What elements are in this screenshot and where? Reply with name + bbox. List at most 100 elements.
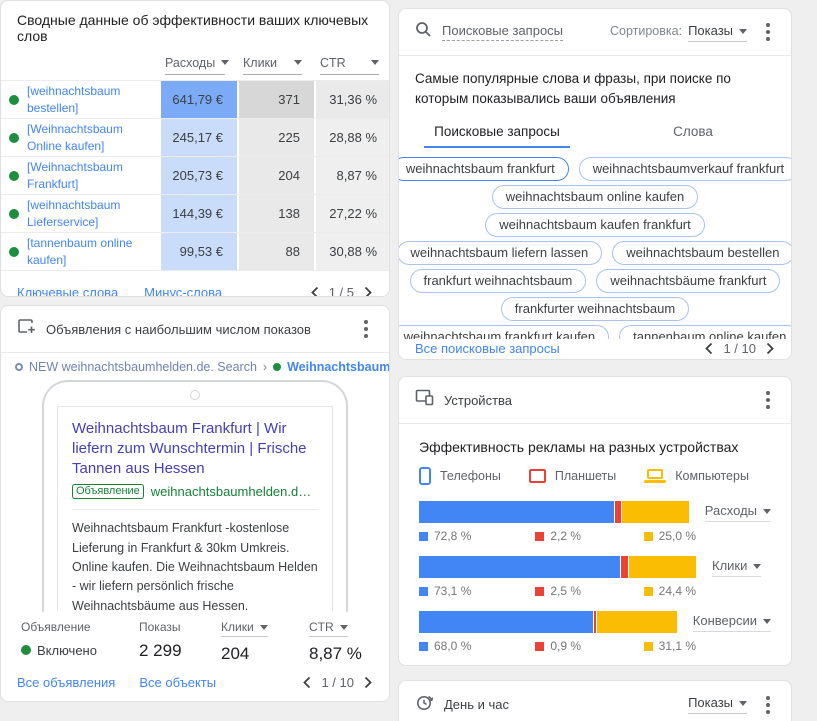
keyword-link[interactable]: [Weihnachtsbaum Frankfurt] (27, 159, 159, 191)
stat-label-clicks-dropdown[interactable]: Клики (221, 620, 268, 637)
bar-value: 25,0 % (659, 529, 696, 543)
keywords-pagination: 1 / 5 (310, 285, 373, 297)
ad-stats-row: Объявление Включено Показы 2 299 Клики 2… (1, 612, 389, 664)
tab-search-terms[interactable]: Поисковые запросы (399, 118, 595, 148)
clicks-cell: 371 (237, 81, 314, 118)
search-terms-card: Поисковые запросы Сортировка: Показы Сам… (398, 8, 792, 360)
search-term-chip[interactable]: weihnachtsbaum frankfurt kaufen (399, 325, 609, 339)
keyword-link[interactable]: [weihnachtsbaum bestellen] (27, 83, 159, 115)
tablet-icon (529, 469, 546, 483)
all-search-terms-link[interactable]: Все поисковые запросы (415, 341, 560, 356)
search-icon (415, 21, 432, 43)
prev-page-icon[interactable] (704, 342, 713, 355)
status-enabled-icon (9, 209, 19, 219)
stat-label-ad: Объявление (21, 620, 139, 634)
metric-dropdown[interactable]: Показы (688, 695, 747, 714)
search-term-chip[interactable]: weihnachtsbaumverkauf frankfurt (579, 157, 791, 181)
search-term-chip[interactable]: weihnachtsbäume frankfurt (596, 269, 780, 293)
legend-square-yellow (644, 587, 653, 596)
keyword-row: [weihnachtsbaum bestellen] 641,79 € 371 … (1, 80, 389, 118)
devices-icon (415, 389, 434, 411)
more-options-icon[interactable] (761, 23, 775, 41)
negative-keywords-link[interactable]: Минус-слова (144, 285, 222, 297)
ctr-cell: 30,88 % (314, 233, 390, 270)
dropdown-arrow-icon (753, 564, 761, 569)
bar-metric-dropdown[interactable]: Клики (712, 558, 761, 577)
adgroup-status-icon (273, 363, 281, 371)
search-terms-tabs: Поисковые запросы Слова (399, 118, 791, 148)
ctr-cell: 31,36 % (314, 81, 390, 118)
keyword-link[interactable]: [weihnachtsbaum Lieferservice] (27, 197, 159, 229)
legend-tablets: Планшеты (529, 467, 616, 485)
breadcrumb-campaign[interactable]: NEW weihnachtsbaumhelden.de. Search (29, 360, 257, 374)
impressions-value: 2 299 (139, 641, 221, 661)
search-terms-title[interactable]: Поисковые запросы (442, 23, 563, 41)
keyword-link[interactable]: [tannenbaum online kaufen] (27, 235, 159, 267)
next-page-icon[interactable] (766, 342, 775, 355)
clicks-cell: 204 (237, 157, 314, 194)
search-term-chip[interactable]: weihnachtsbaum online kaufen (492, 185, 699, 209)
ad-plus-icon (17, 318, 36, 341)
sort-label: Сортировка: (610, 24, 682, 38)
legend-square-yellow (644, 532, 653, 541)
prev-page-icon[interactable] (302, 676, 311, 689)
stat-label-ctr-dropdown[interactable]: CTR (309, 620, 348, 637)
more-options-icon[interactable] (761, 391, 775, 409)
ad-headline[interactable]: Weihnachtsbaum Frankfurt | Wir liefern z… (72, 419, 318, 478)
legend-square-blue (419, 532, 428, 541)
bar-value: 2,2 % (550, 529, 581, 543)
all-ads-link[interactable]: Все объявления (17, 675, 115, 690)
search-terms-pagination: 1 / 10 (704, 341, 775, 356)
search-term-chip[interactable]: weihnachtsbaum bestellen (612, 241, 791, 265)
search-term-chip[interactable]: weihnachtsbaum liefern lassen (399, 241, 602, 265)
dropdown-arrow-icon (739, 701, 747, 706)
column-header-cost[interactable]: Расходы (165, 56, 225, 75)
clicks-cell: 225 (237, 119, 314, 156)
legend-square-blue (419, 587, 428, 596)
sort-arrow-icon (371, 60, 379, 65)
devices-chart-title: Эффективность рекламы на разных устройст… (399, 424, 791, 465)
next-page-icon[interactable] (364, 286, 373, 297)
ads-pagination: 1 / 10 (302, 675, 373, 690)
column-header-ctr[interactable]: CTR (320, 56, 379, 75)
search-term-chip[interactable]: frankfurter weihnachtsbaum (501, 297, 689, 321)
bar-metric-dropdown[interactable]: Конверсии (693, 613, 771, 632)
breadcrumb-adgroup[interactable]: Weihnachtsbaum 1 (287, 360, 389, 374)
stat-label-impressions: Показы (139, 620, 221, 634)
campaign-status-icon (15, 363, 23, 371)
search-term-chip[interactable]: weihnachtsbaum frankfurt (399, 157, 569, 181)
bar-group-conversions: Конверсии 68,0 % 0,9 % 31,1 % (419, 611, 771, 658)
bar-value: 68,0 % (434, 639, 471, 653)
dropdown-arrow-icon (340, 625, 348, 630)
all-assets-link[interactable]: Все объекты (139, 675, 216, 690)
bar-value: 31,1 % (659, 639, 696, 653)
page-indicator: 1 / 10 (723, 341, 756, 356)
keyword-row: [weihnachtsbaum Lieferservice] 144,39 € … (1, 194, 389, 232)
more-options-icon[interactable] (359, 320, 373, 338)
ctr-cell: 28,88 % (314, 119, 390, 156)
status-enabled-icon (21, 645, 31, 655)
bar-value: 24,4 % (659, 584, 696, 598)
legend-square-blue (419, 642, 428, 651)
bar-value: 72,8 % (434, 529, 471, 543)
bar-value: 73,1 % (434, 584, 471, 598)
search-term-chip[interactable]: frankfurt weihnachtsbaum (410, 269, 587, 293)
stacked-bar (419, 611, 677, 633)
bar-value: 2,5 % (550, 584, 581, 598)
column-header-clicks[interactable]: Клики (243, 56, 302, 75)
search-term-chip[interactable]: weihnachtsbaum kaufen frankfurt (485, 213, 705, 237)
search-term-chip[interactable]: tannenbaum online kaufen (619, 325, 791, 339)
ctr-value: 8,87 % (309, 644, 390, 664)
tab-words[interactable]: Слова (595, 118, 791, 148)
next-page-icon[interactable] (364, 676, 373, 689)
sort-dropdown[interactable]: Показы (688, 23, 747, 42)
prev-page-icon[interactable] (310, 286, 319, 297)
status-enabled-icon (9, 171, 19, 181)
devices-bars: Расходы 72,8 % 2,2 % 25,0 % Клики 73,1 %… (399, 489, 791, 658)
keywords-link[interactable]: Ключевые слова (17, 285, 118, 297)
more-options-icon[interactable] (761, 696, 775, 714)
legend-computers: Компьютеры (644, 467, 749, 485)
keyword-link[interactable]: [Weihnachtsbaum Online kaufen] (27, 121, 159, 153)
legend-square-red (535, 642, 544, 651)
bar-metric-dropdown[interactable]: Расходы (705, 503, 771, 522)
